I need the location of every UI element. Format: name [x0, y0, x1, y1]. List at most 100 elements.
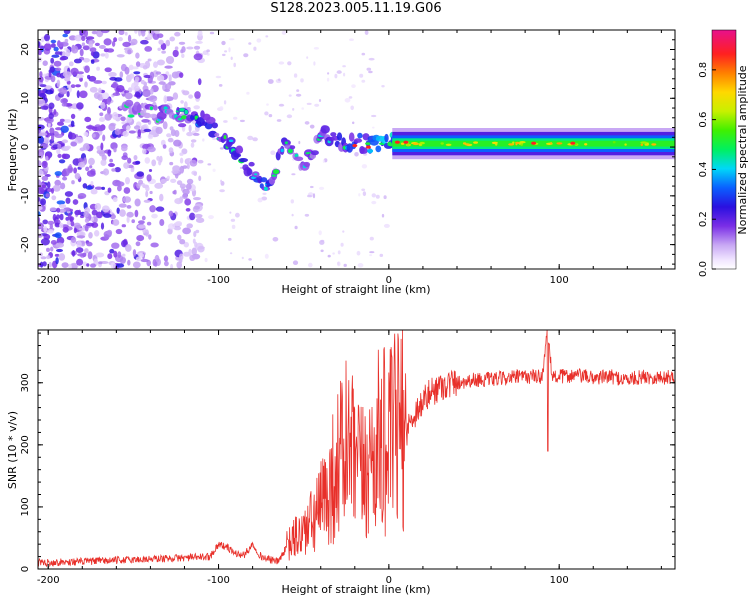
spectrogram-speckle — [38, 49, 42, 56]
spectrogram-ridge-blob — [233, 153, 242, 158]
spectrogram-speckle — [65, 216, 70, 221]
spectrogram-speckle — [135, 160, 141, 165]
spectrogram-speckle — [74, 209, 81, 216]
spectrogram-speckle — [95, 252, 105, 258]
spectrogram-speckle — [87, 251, 93, 260]
spectrogram-speckle — [64, 38, 69, 43]
spectrogram-speckle — [91, 209, 98, 216]
spectrogram-speckle — [343, 72, 346, 77]
spectrogram-speckle — [38, 205, 43, 211]
spectrogram-speckle — [86, 170, 96, 177]
spectrogram-speckle — [149, 190, 153, 195]
spectrogram-speckle — [39, 84, 47, 88]
spectrogram-speckle — [88, 40, 93, 49]
spectrogram-speckle — [334, 73, 338, 79]
spectrogram-ridge-blob — [320, 125, 330, 134]
snr-y-tick-label: 300 — [20, 373, 31, 392]
spectrogram-speckle — [150, 242, 159, 248]
snr-y-tick-label: 200 — [20, 435, 31, 454]
spectrogram-speckle — [168, 74, 172, 83]
spectrogram-speckle — [96, 66, 100, 71]
spectrogram-speckle — [194, 241, 198, 248]
spectrogram-speckle — [170, 178, 177, 183]
spectrogram-speckle — [164, 83, 172, 90]
spectrogram-speckle — [171, 169, 179, 174]
spectrogram-speckle — [45, 89, 54, 95]
spectrogram-speckle — [127, 49, 132, 55]
spectrogram-speckle — [79, 48, 84, 57]
spectrogram-speckle — [108, 123, 116, 131]
spectrogram-speckle — [300, 78, 304, 83]
spectrogram-speckle — [51, 54, 60, 58]
spectrogram-speckle — [131, 219, 135, 224]
spectrogram-speckle — [136, 182, 141, 189]
spectrogram-speckle — [158, 81, 166, 85]
spectrogram-speckle — [126, 216, 130, 223]
spectrogram-speckle — [52, 184, 61, 192]
spectrogram-speckle — [126, 125, 131, 131]
spectrogram-band-speck — [412, 142, 419, 146]
spectrogram-speckle — [62, 226, 69, 233]
spectrogram-ridge-core — [184, 109, 188, 115]
spectrogram-y-ticks: -20 -10 0 10 20 — [20, 29, 675, 265]
spectrogram-speckle — [361, 188, 366, 192]
figure-title: S128.2023.005.11.19.G06 — [270, 1, 442, 16]
spectrogram-ridge-core — [280, 148, 284, 153]
spectrogram-speckle — [57, 41, 64, 48]
spectrogram-ridge-blob — [248, 161, 255, 167]
spectrogram-speckle — [179, 152, 184, 156]
spectrogram-speckle — [57, 143, 62, 150]
spectrogram-speckle — [85, 222, 95, 227]
spectrogram-speckle — [50, 39, 57, 44]
spectrogram-speckle — [111, 83, 119, 87]
spectrogram-speckle — [319, 240, 325, 245]
spectrogram-speckle — [43, 225, 48, 233]
spectrogram-speckle — [78, 227, 87, 231]
spectrogram-speckle — [288, 94, 292, 97]
spectrogram-speckle — [372, 126, 375, 129]
spectrogram-speckle — [74, 136, 84, 144]
spectrogram-speckle — [58, 208, 67, 213]
spectrogram-speckle — [320, 249, 324, 253]
spectrogram-ridge-blob — [238, 158, 248, 163]
spectrogram-speckle — [162, 121, 168, 130]
spectrogram-speckle — [55, 242, 64, 248]
spectrogram-speckle — [319, 186, 325, 190]
spectrogram-speckle — [91, 133, 96, 138]
spectrogram-speckle — [152, 32, 160, 40]
spectrogram-speckle — [379, 253, 384, 257]
spectrogram-speckle — [46, 247, 50, 252]
spectrogram-speckle — [212, 137, 217, 141]
spectrogram-speckle — [369, 254, 373, 257]
spectrogram-speckle — [176, 180, 183, 186]
spectrogram-speckle — [38, 179, 42, 187]
spectrogram-speckle — [109, 248, 115, 254]
spectrogram-speckle — [127, 87, 133, 93]
snr-x-label: Height of straight line (km) — [281, 583, 430, 596]
spectrogram-speckle — [104, 113, 112, 121]
spectrogram-speckle — [149, 88, 154, 95]
spectrogram-speckle — [75, 74, 84, 79]
spectrogram-speckle — [89, 165, 93, 169]
spectrogram-speckle — [116, 207, 120, 214]
colorbar-tick-label: 0.8 — [698, 62, 709, 78]
spectrogram-speckle — [83, 132, 89, 137]
spectrogram-ridge-core — [223, 135, 227, 140]
spectrogram-speckle — [193, 171, 197, 176]
spectrogram-ridge-core — [179, 108, 186, 112]
spectrogram-speckle — [73, 167, 77, 174]
spectrogram-band-speck — [405, 143, 410, 147]
spectrogram-speckle — [63, 119, 72, 123]
spectrogram-speckle — [122, 41, 131, 48]
spectrogram-speckle — [130, 38, 138, 46]
spectrogram-speckle — [40, 256, 47, 260]
spectrogram-speckle — [99, 112, 104, 117]
spectrogram-speckle — [93, 80, 103, 84]
spectrogram-speckle — [343, 263, 347, 267]
spectrogram-speckle — [110, 214, 116, 220]
spectrogram-ridge-blob — [246, 168, 253, 176]
spectrogram-speckle — [222, 53, 226, 57]
spectrogram-speckle — [86, 241, 93, 247]
spectrogram-speckle — [229, 38, 235, 41]
spectrogram-speckle — [48, 102, 55, 110]
